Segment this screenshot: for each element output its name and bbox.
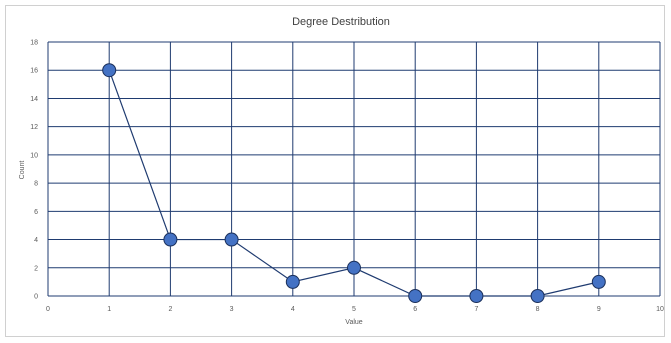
y-tick-label-18: 18 — [30, 40, 38, 47]
x-tick-label-5: 5 — [352, 306, 356, 313]
y-tick-label-14: 14 — [30, 96, 38, 103]
data-point-x9 — [591, 274, 606, 289]
chart-frame — [5, 5, 665, 337]
x-tick-label-0: 0 — [46, 306, 50, 313]
x-tick-label-7: 7 — [474, 306, 478, 313]
y-tick-label-2: 2 — [34, 265, 38, 272]
y-tick-label-12: 12 — [30, 124, 38, 131]
axis-layer — [47, 42, 660, 297]
chart-title: Degree Destribution — [292, 16, 390, 28]
y-tick-label-16: 16 — [30, 68, 38, 75]
x-axis-label: Value — [345, 319, 362, 326]
series-layer — [102, 63, 606, 303]
y-tick-label-0: 0 — [34, 294, 38, 301]
y-tick-label-4: 4 — [34, 237, 38, 244]
data-point-x5 — [347, 260, 361, 275]
grid-layer — [48, 41, 661, 296]
data-point-x1 — [102, 63, 117, 78]
y-axis-label: Count — [19, 161, 26, 180]
y-tick-label-10: 10 — [30, 152, 38, 159]
x-tick-label-4: 4 — [291, 306, 295, 313]
x-tick-label-8: 8 — [536, 306, 540, 313]
x-tick-label-10: 10 — [656, 306, 664, 313]
x-tick-label-9: 9 — [597, 306, 601, 313]
x-tick-label-6: 6 — [413, 306, 417, 313]
x-tick-label-2: 2 — [168, 306, 172, 313]
x-tick-label-3: 3 — [230, 306, 234, 313]
data-point-x6 — [408, 289, 423, 303]
data-point-x4 — [285, 274, 300, 289]
y-tick-label-8: 8 — [34, 181, 38, 188]
data-point-x8 — [530, 289, 545, 303]
data-point-x2 — [163, 232, 178, 247]
data-point-x7 — [469, 289, 484, 303]
y-tick-label-6: 6 — [34, 209, 38, 216]
x-tick-label-1: 1 — [107, 306, 111, 313]
data-point-x3 — [224, 232, 239, 247]
